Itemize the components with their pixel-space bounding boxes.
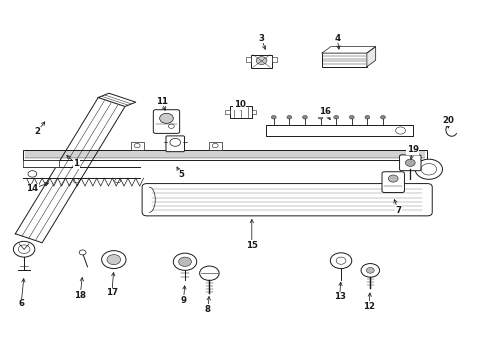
Polygon shape <box>366 46 375 67</box>
FancyBboxPatch shape <box>142 184 431 216</box>
Polygon shape <box>98 93 136 107</box>
Circle shape <box>348 116 353 119</box>
Circle shape <box>28 171 37 177</box>
FancyBboxPatch shape <box>153 110 179 134</box>
Text: 2: 2 <box>34 127 40 136</box>
Text: 3: 3 <box>258 34 264 43</box>
FancyBboxPatch shape <box>251 55 271 68</box>
Text: 7: 7 <box>394 206 400 215</box>
FancyBboxPatch shape <box>165 136 184 152</box>
Text: 19: 19 <box>406 145 418 154</box>
Text: 8: 8 <box>204 305 210 314</box>
Text: 10: 10 <box>233 100 245 109</box>
FancyBboxPatch shape <box>271 57 276 62</box>
Polygon shape <box>15 98 125 243</box>
Text: 18: 18 <box>74 291 86 300</box>
Circle shape <box>102 251 126 269</box>
Text: 4: 4 <box>333 34 340 43</box>
Bar <box>224 110 229 114</box>
Bar <box>131 141 143 149</box>
Text: 16: 16 <box>318 107 330 116</box>
Circle shape <box>318 116 323 119</box>
Text: 11: 11 <box>155 96 167 105</box>
Text: 12: 12 <box>362 302 374 311</box>
Text: 13: 13 <box>333 292 345 301</box>
FancyBboxPatch shape <box>381 172 404 193</box>
FancyBboxPatch shape <box>399 155 420 171</box>
FancyBboxPatch shape <box>229 106 251 118</box>
Text: 1: 1 <box>73 159 79 168</box>
Circle shape <box>405 159 414 166</box>
Text: 15: 15 <box>245 241 257 250</box>
FancyBboxPatch shape <box>266 125 412 136</box>
Polygon shape <box>322 46 375 53</box>
FancyBboxPatch shape <box>246 57 251 62</box>
Bar <box>22 160 59 167</box>
Text: 14: 14 <box>26 184 39 193</box>
Circle shape <box>366 267 373 273</box>
Circle shape <box>256 57 266 64</box>
Text: 17: 17 <box>105 288 118 297</box>
Circle shape <box>387 175 397 182</box>
Circle shape <box>178 257 191 266</box>
Circle shape <box>302 116 307 119</box>
Text: 5: 5 <box>178 170 183 179</box>
Bar <box>251 110 256 114</box>
Circle shape <box>271 116 276 119</box>
FancyBboxPatch shape <box>322 53 366 67</box>
Circle shape <box>107 255 121 265</box>
Circle shape <box>333 116 338 119</box>
Text: 20: 20 <box>442 116 453 125</box>
Circle shape <box>360 264 379 277</box>
Bar <box>208 141 221 149</box>
Circle shape <box>364 116 369 119</box>
Circle shape <box>335 257 345 264</box>
Circle shape <box>159 113 173 123</box>
Text: 6: 6 <box>18 299 24 308</box>
Circle shape <box>380 116 385 119</box>
Circle shape <box>414 159 442 179</box>
Circle shape <box>79 250 86 255</box>
FancyBboxPatch shape <box>22 149 427 160</box>
Circle shape <box>330 253 351 269</box>
Text: 9: 9 <box>180 296 186 305</box>
Circle shape <box>173 253 196 270</box>
Circle shape <box>199 266 219 280</box>
Circle shape <box>286 116 291 119</box>
